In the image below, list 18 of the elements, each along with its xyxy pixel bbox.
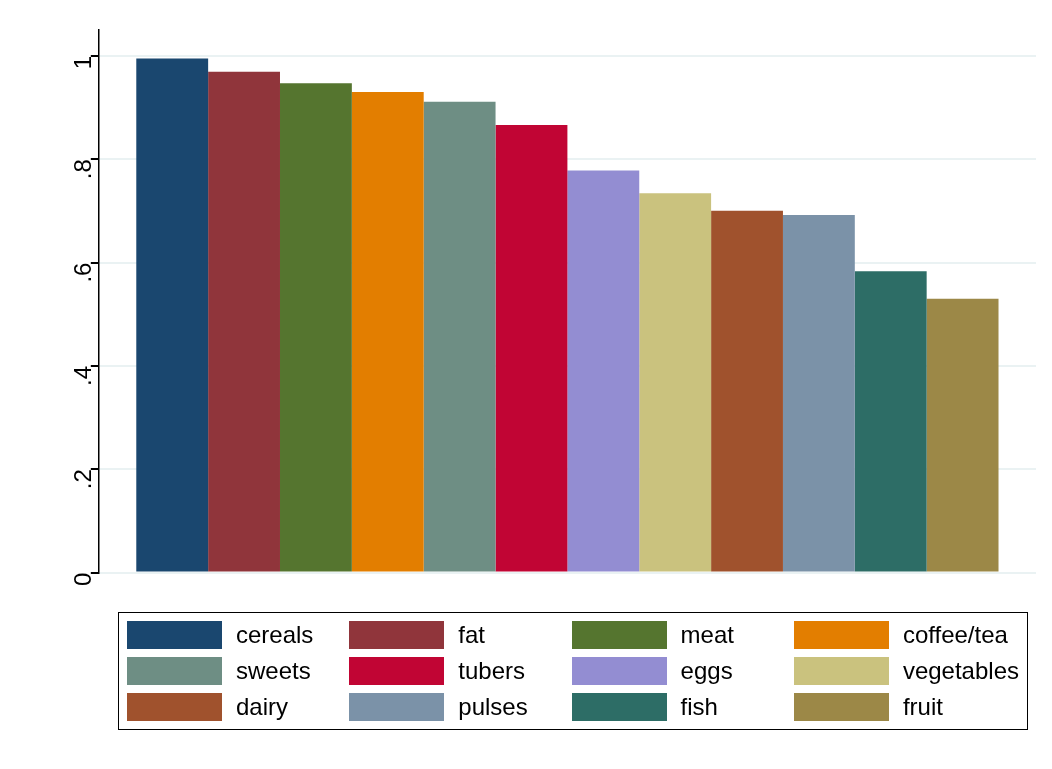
legend-label: eggs — [680, 657, 733, 685]
legend-label: fat — [458, 621, 485, 649]
legend-label: coffee/tea — [902, 621, 1008, 649]
y-tick-label: 0 — [69, 572, 97, 586]
legend-label: meat — [680, 621, 734, 649]
legend-label: vegetables — [902, 657, 1019, 685]
legend-label: sweets — [236, 657, 311, 685]
legend-label: fish — [680, 693, 718, 721]
y-tick-label: .2 — [69, 469, 97, 490]
y-tick-label: .4 — [69, 365, 97, 386]
legend-label: fruit — [902, 693, 943, 721]
legend-label: pulses — [458, 693, 528, 721]
y-tick-label: .8 — [69, 159, 97, 180]
legend-label: tubers — [458, 657, 525, 685]
y-tick-label: .6 — [69, 262, 97, 283]
legend-label: dairy — [236, 693, 289, 721]
y-tick-label: 1 — [69, 55, 97, 70]
legend-label: cereals — [236, 621, 314, 649]
